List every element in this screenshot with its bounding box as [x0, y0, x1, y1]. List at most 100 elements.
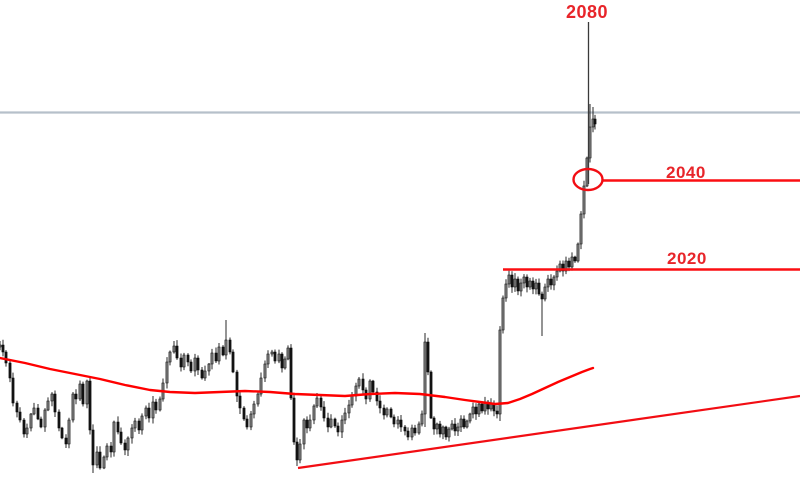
- candle-body: [295, 441, 299, 461]
- candle-body: [286, 347, 290, 360]
- candle-body: [340, 419, 344, 433]
- breakout-ellipse: [572, 167, 604, 192]
- candle-body: [36, 407, 40, 420]
- candle-body: [249, 413, 253, 428]
- candle-body: [221, 346, 225, 356]
- candle-body: [283, 358, 287, 369]
- candle-body: [588, 126, 592, 159]
- candle-body: [151, 401, 155, 419]
- candle-body: [179, 357, 183, 368]
- candle-body: [392, 416, 396, 425]
- candle-body: [289, 347, 293, 399]
- candle-body: [207, 363, 211, 372]
- candle-body: [308, 419, 312, 429]
- candle-body: [137, 420, 141, 431]
- candle-body: [130, 427, 134, 439]
- candle-body: [273, 351, 277, 362]
- candle-body: [519, 282, 523, 292]
- candle-body: [501, 297, 505, 331]
- candle-body: [432, 417, 436, 430]
- candle-body: [4, 351, 8, 364]
- candle-body: [567, 260, 571, 268]
- candle-body: [450, 423, 454, 430]
- candle-body: [32, 407, 36, 415]
- candle-body: [413, 427, 417, 434]
- candle-body: [172, 345, 176, 353]
- candle-body: [193, 357, 197, 372]
- candle-body: [85, 380, 89, 405]
- candle-body: [453, 423, 457, 432]
- candle-body: [507, 274, 511, 285]
- candle-body: [200, 369, 204, 379]
- candle-body: [495, 410, 499, 415]
- candle-body: [543, 286, 547, 300]
- candle-body: [343, 412, 347, 421]
- candle-body: [245, 418, 249, 428]
- candle-body: [144, 407, 148, 417]
- candle-body: [426, 341, 430, 373]
- candle-body: [189, 361, 193, 372]
- candle-body: [447, 428, 451, 438]
- candle-body: [480, 403, 484, 412]
- candle-body: [112, 421, 116, 453]
- candle-body: [593, 118, 597, 125]
- candle-body: [420, 413, 424, 425]
- candle-body: [305, 419, 309, 429]
- candle-body: [444, 426, 448, 438]
- candle-body: [203, 370, 207, 379]
- candle-body: [11, 377, 15, 404]
- candle-body: [270, 351, 274, 355]
- candle-body: [39, 418, 43, 428]
- candle-body: [410, 427, 414, 438]
- candle-body: [522, 276, 526, 284]
- candle-body: [182, 354, 186, 368]
- candle-body: [361, 378, 365, 391]
- candle-body: [18, 411, 22, 421]
- candle-body: [168, 351, 172, 363]
- candle-body: [510, 274, 514, 288]
- candle-body: [423, 341, 427, 415]
- candle-body: [53, 393, 57, 413]
- candle-body: [441, 426, 445, 435]
- candle-body: [0, 344, 2, 348]
- candle-body: [50, 393, 54, 402]
- candle-body: [504, 283, 508, 299]
- candle-body: [336, 425, 340, 433]
- candle-body: [98, 451, 102, 469]
- candle-body: [8, 362, 12, 379]
- candle-body: [224, 339, 228, 356]
- candle-body: [46, 400, 50, 411]
- candle-body: [540, 293, 544, 300]
- candle-body: [350, 395, 354, 406]
- price-label-2080: 2080: [566, 2, 609, 22]
- candle-body: [277, 353, 281, 362]
- candle-body: [389, 408, 393, 418]
- candle-body: [579, 213, 583, 245]
- candle-body: [133, 420, 137, 429]
- candle-body: [498, 329, 502, 415]
- candle-body: [322, 406, 326, 419]
- candle-body: [456, 426, 460, 432]
- candle-body: [228, 339, 232, 353]
- candle-body: [105, 445, 109, 458]
- candle-body: [242, 407, 246, 420]
- candle-body: [88, 380, 92, 431]
- candle-body: [259, 377, 263, 395]
- price-label-2020: 2020: [667, 249, 707, 268]
- candle-body: [238, 395, 242, 409]
- candle-body: [438, 423, 442, 435]
- candle-body: [368, 380, 372, 400]
- candle-body: [558, 263, 562, 272]
- candle-body: [347, 404, 351, 414]
- candle-body: [140, 415, 144, 431]
- candle-body: [102, 456, 106, 469]
- candle-body: [67, 419, 71, 445]
- candle-body: [329, 418, 333, 428]
- candle-body: [399, 419, 403, 428]
- candle-body: [573, 256, 577, 262]
- candle-body: [396, 419, 400, 425]
- candle-body: [417, 423, 421, 434]
- candle-body: [158, 398, 162, 411]
